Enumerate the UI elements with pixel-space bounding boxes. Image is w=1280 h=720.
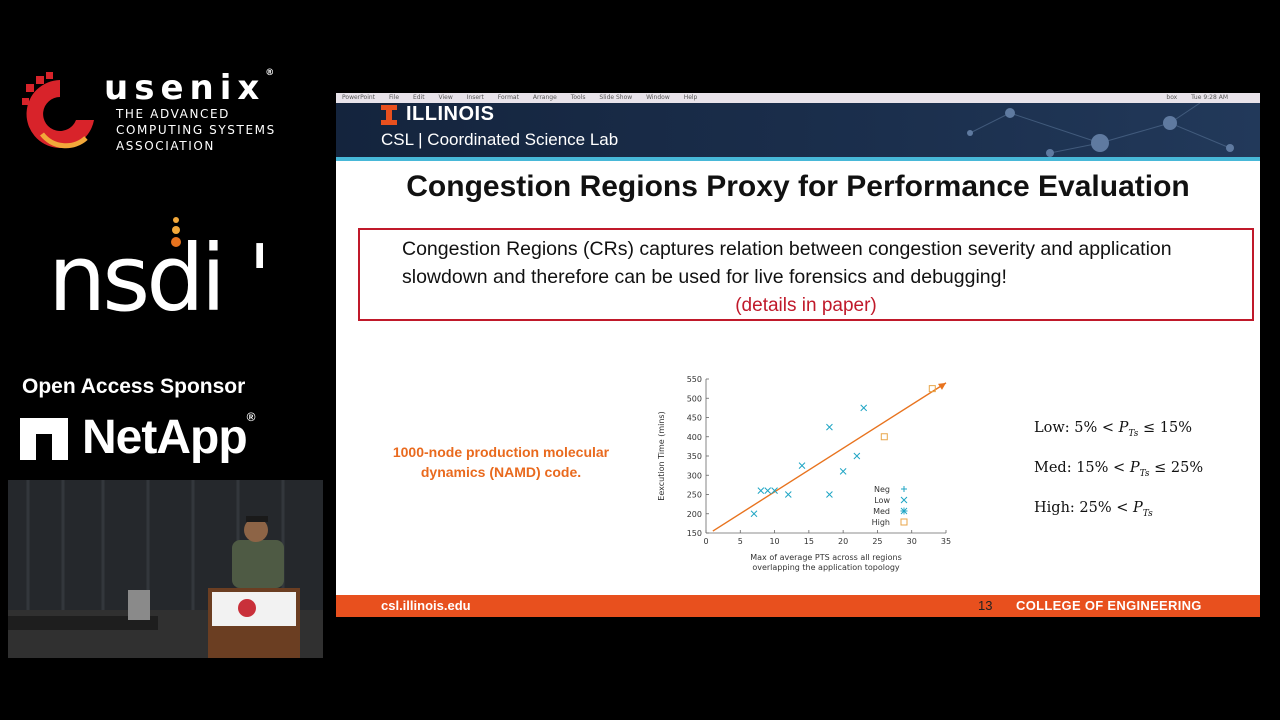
- callout-line-1: Congestion Regions (CRs) captures relati…: [402, 238, 1172, 260]
- x-tick-label: 10: [769, 537, 779, 546]
- illinois-block-i-icon: [381, 105, 397, 125]
- menu-item-tools[interactable]: Tools: [570, 94, 586, 101]
- data-point-low: [826, 423, 833, 431]
- clock: Tue 9:28 AM: [1191, 94, 1228, 101]
- menu-item-format[interactable]: Format: [497, 94, 519, 101]
- callout-line-2: slowdown and therefore can be used for l…: [402, 266, 1007, 288]
- data-point-low: [900, 496, 908, 504]
- x-tick-label: 15: [804, 537, 814, 546]
- x-tick-label: 30: [907, 537, 917, 546]
- netapp-wordmark: NetApp®: [82, 410, 255, 464]
- data-point-low: [839, 468, 847, 475]
- x-tick-label: 0: [703, 537, 708, 546]
- callout-note: (details in paper): [735, 295, 877, 316]
- x-tick-label: 25: [872, 537, 882, 546]
- usenix-logo: usenix® THE ADVANCED COMPUTING SYSTEMS A…: [20, 68, 320, 158]
- x-axis-label: Max of average PTS across all regions: [750, 553, 902, 562]
- y-tick-label: 200: [687, 510, 702, 519]
- usenix-tagline: THE ADVANCED COMPUTING SYSTEMS ASSOCIATI…: [116, 107, 276, 153]
- legend-label-neg: Neg: [874, 485, 890, 494]
- data-point-low: [757, 487, 765, 495]
- menu-item-help[interactable]: Help: [683, 94, 698, 101]
- threshold-low: Low: 5% < PTs ≤ 15%: [1034, 420, 1192, 439]
- data-point-neg: [901, 486, 907, 492]
- network-graphic-icon: [967, 103, 1234, 157]
- box-status[interactable]: box: [1166, 94, 1178, 101]
- menu-item-view[interactable]: View: [438, 94, 453, 101]
- data-point-low: [750, 510, 758, 518]
- data-point-low: [764, 487, 772, 495]
- threshold-med: Med: 15% < PTs ≤ 25%: [1034, 459, 1204, 479]
- threshold-legend: Low: 5% < PTs ≤ 15% Med: 15% < PTs ≤ 25%…: [1034, 411, 1244, 531]
- y-tick-label: 350: [687, 452, 702, 461]
- slide-banner: ILLINOIS CSL | Coordinated Science Lab: [336, 103, 1260, 157]
- data-point-low: [784, 491, 792, 498]
- threshold-high: High: 25% < PTs: [1034, 499, 1153, 519]
- data-point-med: [900, 507, 908, 515]
- x-tick-label: 20: [838, 537, 848, 546]
- data-point-low: [798, 462, 806, 469]
- trend-arrowhead: [938, 382, 946, 390]
- menu-item-powerpoint[interactable]: PowerPoint: [342, 94, 376, 101]
- slide-title: Congestion Regions Proxy for Performance…: [406, 170, 1190, 203]
- slide-footer: csl.illinois.edu 13 COLLEGE OF ENGINEERI…: [336, 595, 1260, 617]
- menu-item-arrange[interactable]: Arrange: [532, 94, 557, 101]
- x-tick-label: 5: [738, 537, 743, 546]
- x-axis-label-line2: overlapping the application topology: [752, 563, 900, 572]
- legend-label-med: Med: [873, 507, 890, 516]
- menu-item-slideshow[interactable]: Slide Show: [599, 94, 633, 101]
- netapp-mark-icon: [20, 418, 68, 460]
- data-point-high: [928, 385, 936, 393]
- sponsor-label: Open Access Sponsor: [22, 375, 246, 398]
- menu-item-file[interactable]: File: [388, 94, 400, 101]
- speaker-video: [8, 480, 323, 658]
- y-tick-label: 150: [687, 529, 702, 538]
- page-number: 13: [978, 598, 993, 613]
- data-point-low: [853, 452, 861, 460]
- legend-label-high: High: [872, 518, 890, 527]
- trend-line: [712, 382, 947, 532]
- menu-item-window[interactable]: Window: [646, 94, 670, 101]
- menu-item-insert[interactable]: Insert: [466, 94, 484, 101]
- legend-label-low: Low: [874, 496, 890, 505]
- data-point-low: [826, 491, 833, 498]
- nsdi20-logo: nsdi '20: [48, 217, 263, 318]
- y-tick-label: 450: [687, 414, 702, 423]
- menubar-status: box Tue 9:28 AM: [1166, 93, 1240, 103]
- banner-stripe: [336, 157, 1260, 161]
- presentation-slide: PowerPoint File Edit View Insert Format …: [336, 93, 1260, 617]
- y-tick-label: 400: [687, 433, 702, 442]
- y-tick-label: 550: [687, 375, 702, 384]
- namd-line-1: 1000-node production molecular: [392, 444, 610, 460]
- namd-caption: 1000-node production molecular dynamics …: [376, 442, 626, 482]
- x-tick-label: 35: [941, 537, 951, 546]
- netapp-logo: NetApp®: [20, 410, 310, 470]
- stage-scene: [8, 480, 323, 658]
- y-tick-label: 300: [687, 471, 702, 480]
- namd-line-2: dynamics (NAMD) code.: [420, 464, 582, 480]
- data-point-high: [900, 518, 908, 526]
- menu-item-edit[interactable]: Edit: [412, 94, 425, 101]
- data-point-low: [771, 487, 778, 495]
- illinois-wordmark: ILLINOIS: [406, 103, 495, 125]
- data-point-high: [880, 433, 888, 441]
- svg-text:nsdi '20: nsdi '20: [48, 225, 263, 318]
- csl-lab-name: CSL | Coordinated Science Lab: [381, 130, 619, 149]
- y-axis-label: Eexcution Time (mins): [657, 411, 666, 500]
- footer-url[interactable]: csl.illinois.edu: [381, 598, 471, 613]
- data-point-low: [860, 404, 868, 412]
- scatter-chart: 0 5 10 15 20 25 30 35 150 200 250 300 350 400 450 500 55…: [657, 375, 951, 572]
- usenix-wordmark: usenix®: [104, 68, 275, 108]
- app-menubar: PowerPoint File Edit View Insert Format …: [336, 93, 1260, 103]
- y-tick-label: 500: [687, 394, 702, 403]
- usenix-emblem-icon: [22, 72, 94, 149]
- callout-box: Congestion Regions (CRs) captures relati…: [358, 228, 1254, 321]
- footer-college: COLLEGE OF ENGINEERING: [1016, 598, 1202, 613]
- y-tick-label: 250: [687, 491, 702, 500]
